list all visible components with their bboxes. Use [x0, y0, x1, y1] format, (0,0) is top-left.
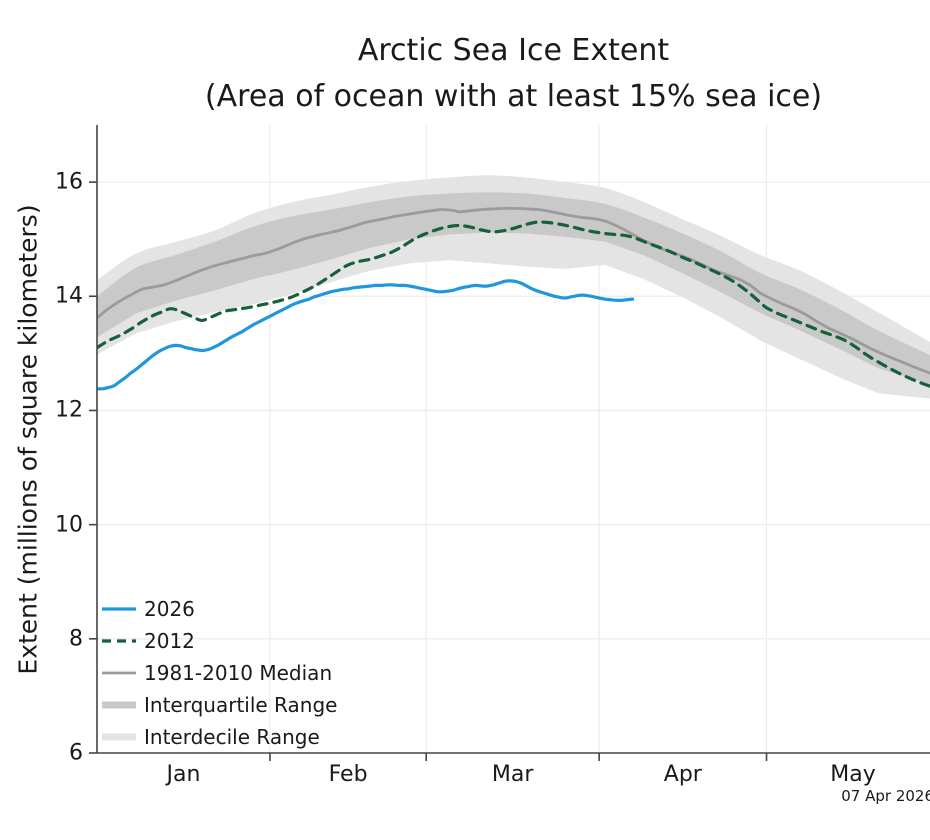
- y-tick-label: 12: [55, 397, 83, 423]
- chart-legend: 2026 2012 1981-2010 Median Interquartile Ra…: [102, 593, 337, 753]
- legend-label-2012: 2012: [144, 629, 195, 653]
- page-subtitle: (Area of ocean with at least 15% sea ice…: [204, 79, 823, 114]
- chart-header: Arctic Sea Ice Extent (Area of ocean wit…: [97, 28, 930, 120]
- series-line-1981-2010-median[interactable]: [97, 206, 930, 375]
- datestamp-label: 07 Apr 2026: [841, 787, 930, 805]
- legend-item-2012[interactable]: 2012: [102, 625, 337, 657]
- x-tick-label: Jan: [166, 762, 201, 787]
- y-tick-label: 6: [69, 740, 83, 766]
- legend-swatch-2026: [102, 607, 136, 611]
- plot-series-group: [97, 125, 930, 753]
- legend-label-2026: 2026: [144, 597, 195, 621]
- x-tick-label: Mar: [491, 762, 534, 787]
- legend-swatch-median: [102, 671, 136, 675]
- y-tick-label: 10: [55, 512, 83, 538]
- legend-item-median[interactable]: 1981-2010 Median: [102, 657, 337, 689]
- x-tick-label: Feb: [328, 762, 368, 787]
- legend-label-iqr: Interquartile Range: [144, 693, 338, 717]
- y-tick-label: 8: [69, 626, 83, 652]
- legend-item-idr[interactable]: Interdecile Range: [102, 721, 337, 753]
- legend-swatch-iqr: [102, 701, 136, 709]
- legend-label-idr: Interdecile Range: [144, 725, 320, 749]
- x-tick-label: May: [830, 762, 876, 787]
- y-tick-label: 14: [55, 283, 83, 309]
- legend-item-iqr[interactable]: Interquartile Range: [102, 689, 337, 721]
- legend-swatch-idr: [102, 733, 136, 741]
- legend-label-median: 1981-2010 Median: [144, 661, 333, 685]
- x-tick-label: Apr: [663, 762, 702, 787]
- page-title: Arctic Sea Ice Extent: [357, 33, 670, 68]
- legend-swatch-2012: [102, 639, 136, 643]
- y-tick-label: 16: [55, 169, 83, 195]
- series-line-2026[interactable]: [97, 279, 635, 391]
- legend-item-2026[interactable]: 2026: [102, 593, 337, 625]
- band-interquartile: [97, 192, 930, 385]
